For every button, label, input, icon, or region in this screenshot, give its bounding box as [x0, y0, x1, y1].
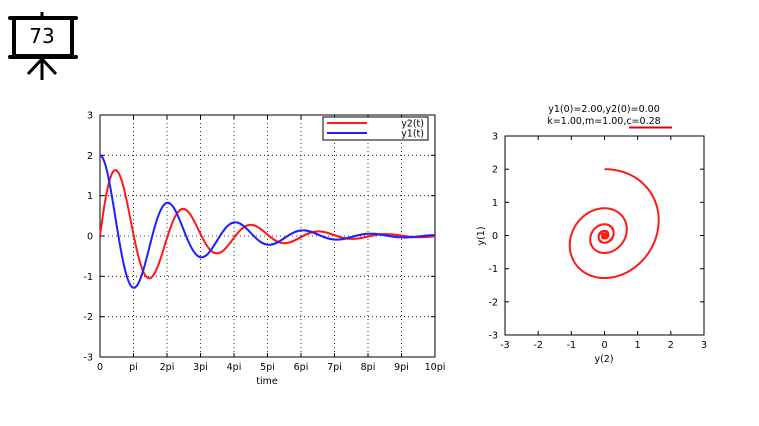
x-tick-label: 1	[635, 340, 641, 351]
x-tick-label: 3	[701, 340, 707, 351]
y-tick-label: 0	[87, 232, 93, 243]
phase-x-axis-label: y(2)	[594, 354, 613, 365]
y-tick-label: -3	[489, 331, 498, 342]
y-tick-label: -2	[489, 297, 498, 308]
legend-label-y1: y1(t)	[401, 129, 424, 140]
y-tick-label: -3	[84, 353, 93, 364]
x-tick-label: -3	[500, 340, 509, 351]
x-tick-label: pi	[129, 362, 138, 373]
x-tick-label: 7pi	[327, 362, 342, 373]
x-tick-label: 2pi	[160, 362, 175, 373]
x-tick-label: -1	[567, 340, 576, 351]
y-tick-label: 2	[87, 151, 93, 162]
x-tick-label: 6pi	[294, 362, 309, 373]
x-tick-label: 0	[601, 340, 607, 351]
x-axis-label: time	[256, 376, 278, 387]
y-tick-label: 3	[492, 132, 498, 143]
x-tick-label: 8pi	[361, 362, 376, 373]
y-tick-label: 1	[87, 191, 93, 202]
x-tick-label: 10pi	[425, 362, 446, 373]
phase-plot-chart: -3 -2 -1 0 1 2 3 -3 -2 -1 0 1 2 3	[489, 132, 708, 352]
x-tick-label: 0	[97, 362, 103, 373]
slide-number: 73	[29, 24, 55, 48]
legend-label-y2: y2(t)	[401, 119, 424, 130]
presentation-board-icon	[8, 12, 78, 80]
x-tick-label: 5pi	[260, 362, 275, 373]
series-y2-line	[99, 169, 436, 280]
y-tick-label: 3	[87, 111, 93, 122]
y-tick-label: -2	[84, 312, 93, 323]
y-tick-label: 1	[492, 198, 498, 209]
y-tick-label: 0	[492, 231, 498, 242]
phase-y-axis-label: y(1)	[476, 226, 487, 245]
y-tick-label: -1	[489, 264, 498, 275]
phase-title-line2: k=1.00,m=1.00,c=0.28	[547, 116, 660, 127]
time-series-chart: 0 pi 2pi 3pi 4pi 5pi 6pi 7pi 8pi 9pi 10pi -3 -2 -1 0 1 2…	[84, 111, 446, 374]
phase-trajectory	[568, 168, 660, 279]
x-tick-label: 3pi	[193, 362, 208, 373]
x-tick-label: 9pi	[394, 362, 409, 373]
y-tick-label: -1	[84, 272, 93, 283]
phase-title-line1: y1(0)=2.00,y2(0)=0.00	[548, 104, 660, 115]
x-tick-label: 2	[668, 340, 674, 351]
plot-frame	[504, 135, 705, 336]
x-tick-label: -2	[533, 340, 542, 351]
x-tick-label: 4pi	[227, 362, 242, 373]
y-tick-label: 2	[492, 165, 498, 176]
series-y1-line	[99, 154, 435, 289]
